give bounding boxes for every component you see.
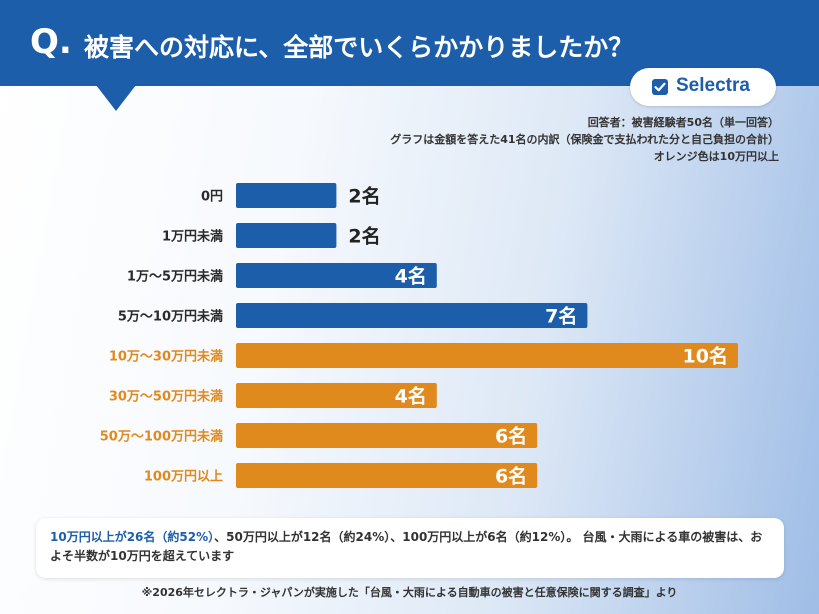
summary-text: 、50万円以上が12名（約24%）、100万円以上が6名（約12%）。 台風・大… <box>50 530 763 563</box>
category-label: 5万〜10万円未満 <box>118 309 223 325</box>
bar <box>236 383 437 408</box>
bar <box>236 303 588 328</box>
bar <box>236 343 738 368</box>
survey-notes: 回答者：被害経験者50名（単一回答） グラフは金額を答えた41名の内訳（保険金で… <box>390 114 779 165</box>
category-label: 0円 <box>201 190 223 205</box>
summary-box: 10万円以上が26名（約52%）、50万円以上が12名（約24%）、100万円以… <box>36 518 784 578</box>
category-label: 1万〜5万円未満 <box>127 269 223 285</box>
category-label: 50万〜100万円未満 <box>100 429 223 445</box>
category-label: 10万〜30万円未満 <box>109 349 223 365</box>
summary-highlight: 10万円以上が26名（約52%） <box>50 530 215 544</box>
question-mark-label: Q. <box>30 22 72 62</box>
value-label: 6名 <box>495 425 527 448</box>
bar <box>236 183 337 208</box>
bar <box>236 423 538 448</box>
bar <box>236 463 538 488</box>
value-label: 2名 <box>348 185 380 208</box>
value-label: 2名 <box>348 225 380 248</box>
value-label: 4名 <box>395 385 427 408</box>
value-label: 6名 <box>495 465 527 488</box>
respondent-note: 回答者：被害経験者50名（単一回答） <box>587 116 779 129</box>
value-label: 4名 <box>395 265 427 288</box>
value-label: 7名 <box>545 305 577 328</box>
header-banner: Q. 被害への対応に、全部でいくらかかりましたか？ <box>0 0 819 86</box>
color-note: オレンジ色は10万円以上 <box>653 150 779 163</box>
page-title: 被害への対応に、全部でいくらかかりましたか？ <box>84 33 634 62</box>
selectra-logo: Selectra <box>630 68 776 106</box>
source-footnote: ※2026年セレクトラ・ジャパンが実施した「台風・大雨による自動車の被害と任意保… <box>141 586 678 599</box>
check-box-icon <box>652 79 668 95</box>
speech-tail <box>96 85 136 111</box>
bar <box>236 223 337 248</box>
breakdown-note: グラフは金額を答えた41名の内訳（保険金で支払われた分と自己負担の合計） <box>390 133 779 146</box>
category-label: 1万円未満 <box>162 229 223 245</box>
value-label: 10名 <box>683 345 728 368</box>
logo-text: Selectra <box>676 75 750 96</box>
category-label: 100万円以上 <box>144 470 223 485</box>
category-label: 30万〜50万円未満 <box>109 389 223 405</box>
bar <box>236 263 437 288</box>
